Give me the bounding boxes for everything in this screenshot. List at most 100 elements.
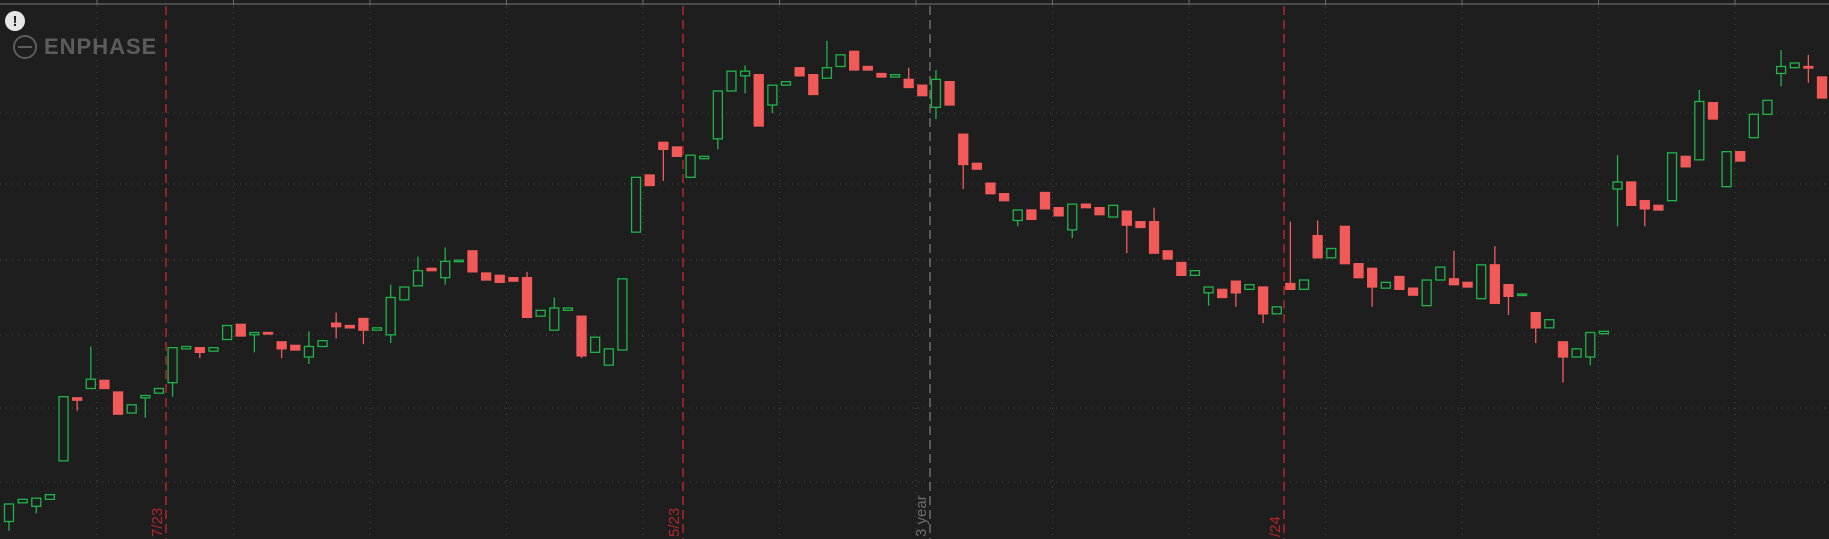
candle-body [998, 193, 1010, 202]
candle-body [1666, 152, 1678, 202]
candle-body [17, 498, 28, 504]
brand-logo: ENPHASE [13, 34, 156, 59]
candle-body [930, 78, 942, 108]
candle-body [1230, 280, 1241, 294]
candle [1230, 280, 1241, 307]
candle-body [412, 270, 424, 287]
candle [1612, 155, 1623, 227]
candle-body [644, 174, 655, 187]
candle-body [889, 74, 901, 78]
candle [1407, 287, 1419, 296]
candle-body [1421, 279, 1432, 307]
candle-body [1571, 348, 1582, 358]
candle [1176, 261, 1187, 276]
event-label: 5/23 [666, 508, 683, 537]
candle-body [1748, 113, 1759, 139]
candle-body [1094, 207, 1105, 216]
candle-body [72, 397, 83, 401]
candle [958, 133, 969, 189]
candle [1694, 89, 1705, 161]
candle-body [331, 322, 342, 328]
candle [576, 315, 587, 359]
candle-body [562, 307, 574, 311]
candle-body [1148, 221, 1160, 254]
candle [385, 284, 396, 343]
candle-body [276, 341, 287, 350]
candle-body [862, 65, 873, 71]
candle [1598, 330, 1610, 335]
candle [194, 347, 205, 359]
candle [1203, 286, 1214, 306]
candle [467, 250, 478, 273]
candle-body [440, 260, 451, 279]
candle-body [821, 67, 833, 79]
candle [358, 317, 369, 345]
candle [208, 347, 219, 352]
candle [112, 391, 124, 415]
candle [1353, 263, 1364, 279]
candle-body [699, 155, 710, 160]
candle-body [58, 396, 69, 462]
candle [1367, 267, 1378, 307]
candle [821, 40, 833, 79]
candle-body [958, 133, 969, 166]
event-label: 7/23 [149, 508, 166, 537]
candle [549, 297, 560, 331]
candle-body [1326, 247, 1337, 259]
candle-body [1762, 99, 1773, 115]
candle [235, 323, 246, 337]
candle [1298, 279, 1310, 290]
candle-body [1162, 250, 1173, 260]
candle [1653, 204, 1664, 211]
candle [1557, 341, 1569, 383]
candle [1571, 348, 1582, 358]
candle-body [1735, 151, 1746, 162]
candle [1516, 293, 1528, 297]
candle-body [739, 70, 751, 77]
candle [535, 309, 546, 317]
candle [521, 271, 533, 318]
candle-body [671, 146, 683, 157]
candle [1135, 221, 1146, 229]
candle-body [1121, 210, 1132, 226]
candle [917, 84, 928, 97]
candle [1816, 76, 1828, 99]
candle-body [1503, 284, 1514, 297]
candle-body [1394, 275, 1405, 290]
candle-body [1339, 225, 1351, 265]
candle [971, 162, 982, 170]
candle [1680, 155, 1691, 168]
candle [1721, 151, 1732, 188]
candle-body [1244, 284, 1255, 290]
candle-body [1803, 65, 1814, 69]
candle [835, 54, 846, 68]
candle-body [876, 72, 887, 78]
candle-body [99, 379, 110, 390]
candle-body [971, 162, 982, 170]
candle [944, 81, 955, 106]
candle [1339, 225, 1351, 265]
candle [85, 346, 96, 390]
candle [590, 336, 601, 353]
candle [1380, 281, 1391, 289]
candle [1503, 284, 1514, 315]
candle [249, 331, 260, 353]
candle [712, 90, 723, 150]
candle-body [1680, 155, 1691, 168]
candle-body [480, 272, 492, 281]
candle-body [985, 182, 996, 195]
candle [603, 348, 614, 366]
candle [1148, 207, 1160, 254]
candle [630, 176, 642, 233]
candle [1626, 181, 1637, 206]
alert-icon[interactable]: ! [13, 13, 18, 30]
candle-body [1435, 266, 1446, 281]
candle [1394, 275, 1405, 290]
alert-icon-circle[interactable] [5, 11, 25, 31]
candle [17, 498, 28, 504]
candle [44, 494, 56, 500]
candle [1421, 279, 1432, 307]
candle [3, 503, 15, 531]
candle-body [194, 347, 205, 353]
candle-body [399, 286, 410, 301]
